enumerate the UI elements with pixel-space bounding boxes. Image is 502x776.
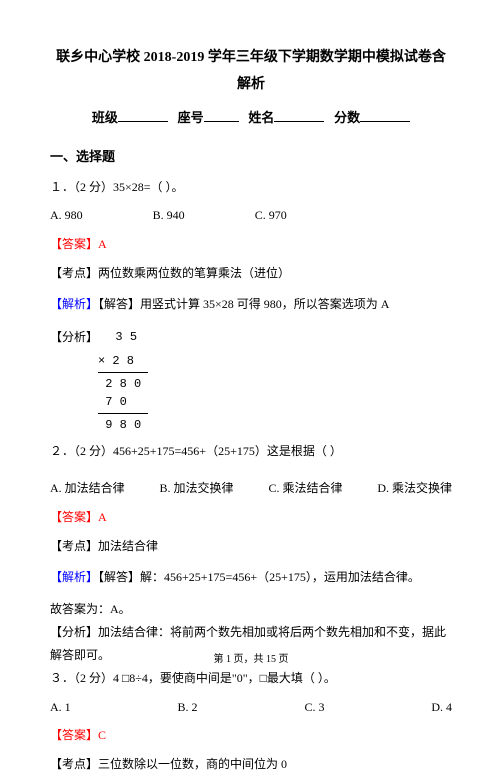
page-footer: 第 1 页，共 15 页 [0, 650, 502, 669]
question-1-text: １．（2 分）35×28=（ ）。 [50, 176, 452, 199]
q2-option-b: B. 加法交换律 [160, 477, 234, 500]
score-blank [360, 108, 410, 122]
q1-option-c: C. 970 [255, 204, 287, 227]
q1-analysis-text: 【解答】用竖式计算 35×28 可得 980，所以答案选项为 A [98, 297, 389, 311]
analysis-label: 【解析】 [50, 297, 98, 311]
q1-fx-label: 【分析】 [50, 330, 98, 344]
calc-rule2 [98, 413, 148, 414]
seat-blank [204, 108, 239, 122]
q1-keypoint: 【考点】两位数乘两位数的笔算乘法（进位） [50, 262, 452, 285]
q2-analysis-text: 【解答】解：456+25+175=456+（25+175），运用加法结合律。 [98, 570, 420, 584]
q2-option-c: C. 乘法结合律 [268, 477, 342, 500]
q3-option-d: D. 4 [431, 696, 452, 719]
q1-analysis: 【解析】【解答】用竖式计算 35×28 可得 980，所以答案选项为 A [50, 293, 452, 316]
question-1-options: A. 980 B. 940 C. 970 [50, 204, 452, 227]
q2-option-d: D. 乘法交换律 [377, 477, 452, 500]
q2-option-a: A. 加法结合律 [50, 477, 125, 500]
q2-keypoint: 【考点】加法结合律 [50, 535, 452, 558]
class-blank [118, 108, 168, 122]
question-2-options: A. 加法结合律 B. 加法交换律 C. 乘法结合律 D. 乘法交换律 [50, 477, 452, 500]
calc-l4: 7 0 [98, 393, 452, 411]
q1-answer: 【答案】A [50, 233, 452, 256]
document-title: 联乡中心学校 2018-2019 学年三年级下学期数学期中模拟试卷含解析 [50, 45, 452, 98]
calc-block: × 2 8 2 8 0 7 0 9 8 0 [98, 352, 452, 434]
q1-option-b: B. 940 [153, 204, 185, 227]
q2-analysis-label: 【解析】 [50, 570, 98, 584]
q3-option-c: C. 3 [304, 696, 324, 719]
question-2-text: ２．（2 分）456+25+175=456+（25+175）这是根据（ ） [50, 440, 452, 463]
q3-keypoint: 【考点】三位数除以一位数，商的中间位为 0 [50, 753, 452, 776]
student-info-line: 班级 座号 姓名 分数 [50, 106, 452, 131]
q3-option-b: B. 2 [178, 696, 198, 719]
seat-label: 座号 [178, 110, 204, 125]
name-label: 姓名 [248, 110, 274, 125]
q1-fx: 【分析】 3 5 [50, 326, 452, 349]
question-3-options: A. 1 B. 2 C. 3 D. 4 [50, 696, 452, 719]
calc-l2: × 2 8 [98, 352, 452, 370]
calc-rule1 [98, 372, 148, 373]
score-label: 分数 [334, 110, 360, 125]
q2-analysis: 【解析】【解答】解：456+25+175=456+（25+175），运用加法结合… [50, 566, 452, 589]
class-label: 班级 [92, 110, 118, 125]
calc-top1: 3 5 [101, 326, 137, 349]
calc-l5: 9 8 0 [98, 416, 452, 434]
q3-answer: 【答案】C [50, 724, 452, 747]
calc-l3: 2 8 0 [98, 375, 452, 393]
q1-option-a: A. 980 [50, 204, 83, 227]
name-blank [274, 108, 324, 122]
q3-option-a: A. 1 [50, 696, 71, 719]
q2-answer: 【答案】A [50, 506, 452, 529]
question-3-text: ３．（2 分）4 □8÷4，要使商中间是"0"，□最大填（ ）。 [50, 667, 452, 690]
q2-result: 故答案为：A。 [50, 598, 452, 621]
section-header: 一、选择题 [50, 145, 452, 170]
